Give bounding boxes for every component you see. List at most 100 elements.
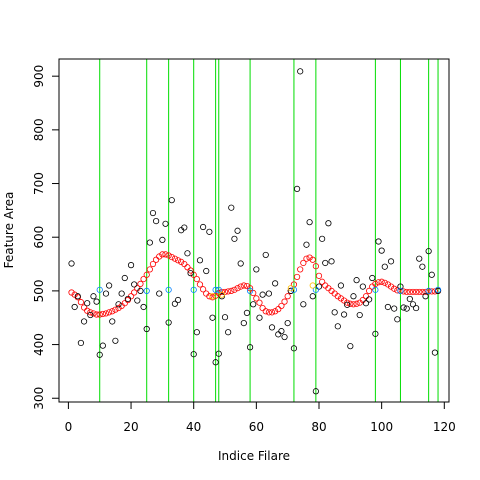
smooth-point	[350, 301, 357, 308]
smooth-point	[359, 296, 366, 304]
smooth-point	[391, 285, 398, 292]
smooth-point	[140, 275, 147, 283]
smooth-point	[409, 288, 417, 296]
smooth-point	[171, 255, 179, 262]
smooth-series-group	[68, 251, 442, 318]
smooth-point	[206, 293, 213, 300]
smooth-point	[250, 289, 257, 297]
observed-point	[215, 350, 222, 357]
observed-point	[237, 260, 244, 267]
observed-point	[262, 251, 269, 259]
observed-point	[90, 293, 97, 300]
smooth-point	[347, 300, 354, 307]
smooth-point	[121, 300, 128, 307]
observed-point	[118, 290, 125, 297]
observed-point	[221, 314, 229, 321]
observed-point	[181, 224, 188, 231]
observed-point	[281, 333, 288, 341]
smooth-point	[240, 282, 247, 289]
smooth-point	[184, 264, 191, 271]
smooth-point	[237, 283, 244, 290]
observed-point	[353, 277, 360, 284]
smooth-point	[196, 281, 204, 288]
smooth-point	[87, 309, 94, 316]
y-tick-label: 400	[32, 333, 46, 356]
observed-point	[265, 290, 272, 297]
observed-point	[134, 297, 141, 304]
y-tick-label: 800	[32, 118, 46, 141]
x-axis-title: Indice Filare	[218, 449, 290, 463]
observed-point	[203, 267, 210, 275]
smooth-point	[334, 293, 341, 300]
smooth-point	[225, 288, 232, 295]
observed-point	[112, 337, 119, 344]
transition-point-point	[218, 291, 225, 298]
observed-point	[250, 301, 257, 308]
observed-point	[303, 241, 310, 248]
observed-point	[406, 295, 413, 303]
smooth-point	[312, 263, 319, 270]
smooth-point	[162, 251, 169, 258]
smooth-point	[137, 280, 144, 288]
observed-point	[146, 239, 153, 246]
observed-point	[322, 259, 329, 267]
observed-point	[196, 257, 204, 264]
smooth-point	[387, 283, 395, 290]
boundary-point-point	[215, 286, 222, 293]
observed-point	[284, 319, 291, 327]
observed-point	[77, 339, 85, 347]
observed-point	[174, 296, 182, 304]
smooth-point	[149, 260, 157, 268]
observed-point	[416, 255, 423, 262]
observed-point	[87, 311, 94, 319]
observed-point	[225, 329, 232, 336]
observed-point	[428, 271, 435, 278]
observed-series-group	[68, 68, 442, 395]
observed-point	[143, 325, 150, 333]
observed-point	[394, 316, 401, 323]
observed-point	[115, 301, 122, 308]
smooth-point	[259, 304, 266, 312]
observed-point	[162, 220, 169, 227]
x-tick-label: 100	[370, 420, 393, 434]
smooth-point	[378, 278, 385, 285]
transition-point-point	[209, 293, 216, 300]
boundary-point-point	[143, 287, 150, 294]
observed-point	[328, 258, 335, 265]
observed-point	[375, 238, 382, 245]
observed-point	[228, 204, 235, 211]
observed-point	[369, 274, 376, 282]
smooth-point	[362, 293, 370, 300]
observed-point	[391, 305, 398, 312]
smooth-point	[428, 288, 435, 295]
observed-point	[206, 228, 213, 235]
observed-point	[121, 274, 128, 282]
boundary-point-point	[246, 287, 254, 294]
smooth-point	[215, 289, 222, 297]
smooth-point	[416, 288, 423, 296]
boundary-point-point	[96, 286, 103, 293]
observed-point	[293, 185, 301, 192]
observed-point	[99, 342, 106, 349]
boundary-point-point	[372, 286, 379, 293]
smooth-point	[106, 309, 113, 316]
observed-point	[268, 324, 276, 331]
smooth-point	[109, 308, 116, 315]
observed-point	[109, 318, 116, 325]
transition-points-group	[209, 282, 316, 300]
smooth-point	[319, 278, 326, 285]
smooth-point	[231, 286, 238, 293]
smooth-point	[340, 297, 348, 304]
smooth-point	[419, 288, 426, 296]
smooth-point	[234, 285, 241, 292]
observed-point	[431, 349, 439, 356]
observed-point	[334, 323, 341, 330]
smooth-point	[218, 288, 225, 296]
smooth-point	[381, 279, 388, 286]
smooth-point	[181, 260, 188, 268]
smooth-point	[159, 251, 166, 258]
smooth-point	[315, 272, 323, 279]
observed-point	[199, 223, 207, 231]
